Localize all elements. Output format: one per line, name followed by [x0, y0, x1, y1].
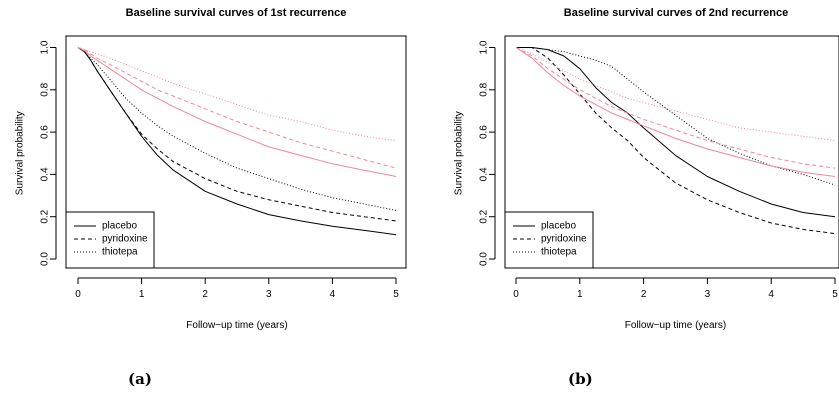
series-line-black-solid: [77, 47, 397, 236]
y-tick-label: 0.8: [40, 82, 51, 96]
x-tick-label: 3: [705, 289, 711, 300]
x-tick-label: 3: [266, 289, 272, 300]
x-tick-label: 5: [393, 289, 399, 300]
x-tick-label: 4: [330, 289, 336, 300]
legend-box: [65, 211, 155, 269]
series-line-pink-dashed: [77, 47, 397, 169]
series-line-black-solid: [516, 47, 836, 218]
x-axis: 0 1 2 3 4 5 Follow−up time (years): [513, 277, 838, 331]
legend-label: thiotepa: [541, 247, 577, 258]
x-tick-label: 5: [832, 289, 838, 300]
y-tick-label: 0.4: [40, 167, 51, 181]
x-tick-label: 0: [513, 289, 519, 300]
x-axis-label: Follow−up time (years): [625, 320, 726, 331]
y-tick-label: 0.0: [479, 252, 490, 266]
series-line-pink-solid: [515, 47, 836, 177]
chart-title: Baseline survival curves of 1st recurren…: [126, 7, 347, 19]
legend-label: placebo: [102, 221, 137, 232]
series-line-pink-solid: [77, 47, 397, 177]
x-tick-label: 0: [75, 289, 81, 300]
legend-label: pyridoxine: [102, 234, 148, 245]
y-tick-label: 0.6: [40, 125, 51, 139]
caption-a: (a): [128, 370, 152, 388]
y-tick-label: 1.0: [40, 40, 51, 54]
x-tick-label: 2: [641, 289, 647, 300]
x-tick-label: 2: [202, 289, 208, 300]
series-group: [515, 47, 836, 235]
legend: placebo pyridoxine thiotepa: [504, 211, 594, 269]
y-tick-label: 0.0: [40, 252, 51, 266]
plot-frame: [65, 35, 407, 269]
plot-frame: [504, 35, 839, 269]
series-line-pink-dashed: [515, 47, 836, 169]
legend: placebo pyridoxine thiotepa: [65, 211, 155, 269]
y-axis-label: Survival probability: [454, 111, 465, 195]
series-group: [77, 47, 397, 236]
series-line-pink-dotted: [77, 47, 397, 142]
y-axis-label: Survival probability: [15, 111, 26, 195]
x-axis-label: Follow−up time (years): [186, 320, 287, 331]
figure: Baseline survival curves of 1st recurren…: [15, 7, 839, 331]
chart-panel-a: Baseline survival curves of 1st recurren…: [15, 7, 407, 331]
y-axis: 0.0 0.2 0.4 0.6 0.8 1.0 Survival probability: [454, 40, 496, 266]
y-tick-label: 0.2: [40, 209, 51, 223]
legend-label: placebo: [541, 221, 576, 232]
series-line-black-dotted: [77, 47, 397, 211]
y-tick-label: 0.6: [479, 125, 490, 139]
x-tick-label: 4: [768, 289, 774, 300]
chart-title: Baseline survival curves of 2nd recurren…: [564, 7, 788, 19]
caption-b: (b): [568, 370, 593, 388]
series-line-pink-dotted: [515, 47, 836, 142]
y-tick-label: 1.0: [479, 40, 490, 54]
x-tick-label: 1: [577, 289, 583, 300]
x-tick-label: 1: [139, 289, 145, 300]
y-tick-label: 0.2: [479, 209, 490, 223]
series-line-black-dotted: [516, 47, 836, 186]
series-line-black-dashed: [77, 47, 397, 222]
chart-panel-b: Baseline survival curves of 2nd recurren…: [454, 7, 839, 331]
y-axis: 0.0 0.2 0.4 0.6 0.8 1.0 Survival probability: [15, 40, 57, 266]
y-tick-label: 0.8: [479, 82, 490, 96]
legend-label: pyridoxine: [541, 234, 587, 245]
legend-label: thiotepa: [102, 247, 138, 258]
series-line-black-dashed: [516, 47, 836, 235]
y-tick-label: 0.4: [479, 167, 490, 181]
legend-box: [504, 211, 594, 269]
x-axis: 0 1 2 3 4 5 Follow−up time (years): [75, 277, 399, 331]
